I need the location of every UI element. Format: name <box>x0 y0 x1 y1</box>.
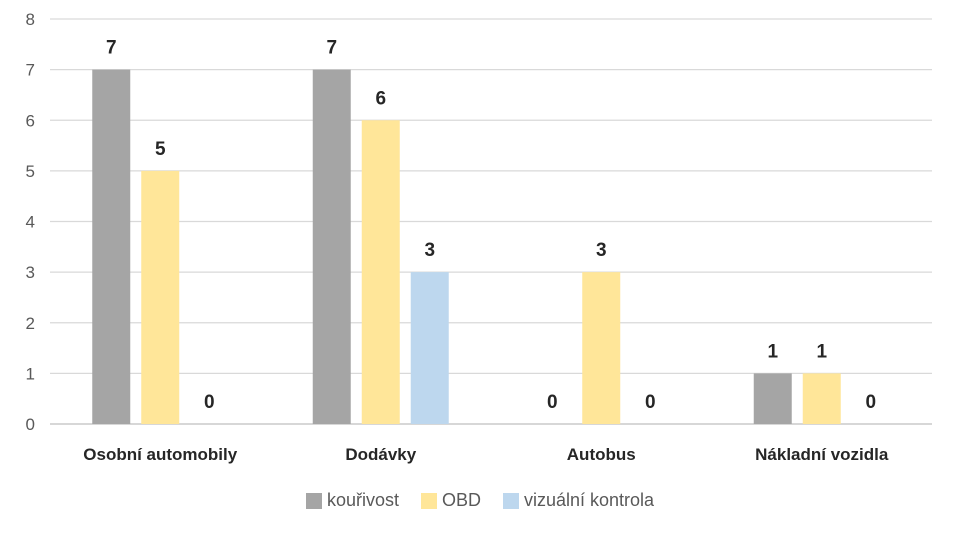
y-tick-label: 7 <box>26 61 35 80</box>
y-tick-label: 0 <box>26 415 35 434</box>
legend-swatch-1 <box>420 492 437 509</box>
data-label: 0 <box>865 392 876 413</box>
data-label: 1 <box>767 341 778 362</box>
data-label: 0 <box>547 392 558 413</box>
x-category-label: Autobus <box>567 445 636 464</box>
legend-item-0: kouřivost <box>305 490 399 511</box>
bar <box>802 373 841 424</box>
legend-label-1: OBD <box>441 490 481 510</box>
x-category-label: Osobní automobily <box>83 445 237 464</box>
bar <box>361 120 400 424</box>
y-tick-label: 4 <box>26 213 35 232</box>
legend-label-2: vizuální kontrola <box>523 490 655 510</box>
legend-item-2: vizuální kontrola <box>502 490 655 511</box>
data-label: 3 <box>596 240 607 261</box>
legend-item-1: OBD <box>420 490 481 511</box>
data-label: 5 <box>155 139 166 160</box>
legend: kouřivost OBD vizuální kontrola <box>0 490 960 511</box>
data-label: 7 <box>326 38 337 59</box>
legend-swatch-2 <box>502 492 519 509</box>
y-tick-label: 2 <box>26 314 35 333</box>
y-tick-label: 8 <box>26 10 35 29</box>
y-tick-label: 3 <box>26 263 35 282</box>
legend-label-0: kouřivost <box>326 490 399 510</box>
data-label: 1 <box>816 341 827 362</box>
x-category-label: Dodávky <box>345 445 416 464</box>
y-tick-label: 5 <box>26 162 35 181</box>
data-label: 7 <box>106 38 117 59</box>
data-label: 3 <box>424 240 435 261</box>
data-label: 0 <box>645 392 656 413</box>
legend-swatch-0 <box>305 492 322 509</box>
x-category-label: Nákladní vozidla <box>755 445 889 464</box>
y-tick-label: 6 <box>26 111 35 130</box>
bar <box>312 69 351 424</box>
bar <box>582 272 621 424</box>
data-label: 6 <box>375 88 386 109</box>
data-label: 0 <box>204 392 215 413</box>
y-tick-label: 1 <box>26 364 35 383</box>
bar <box>753 373 792 424</box>
bar <box>141 170 180 424</box>
bar <box>92 69 131 424</box>
bar <box>410 272 449 424</box>
